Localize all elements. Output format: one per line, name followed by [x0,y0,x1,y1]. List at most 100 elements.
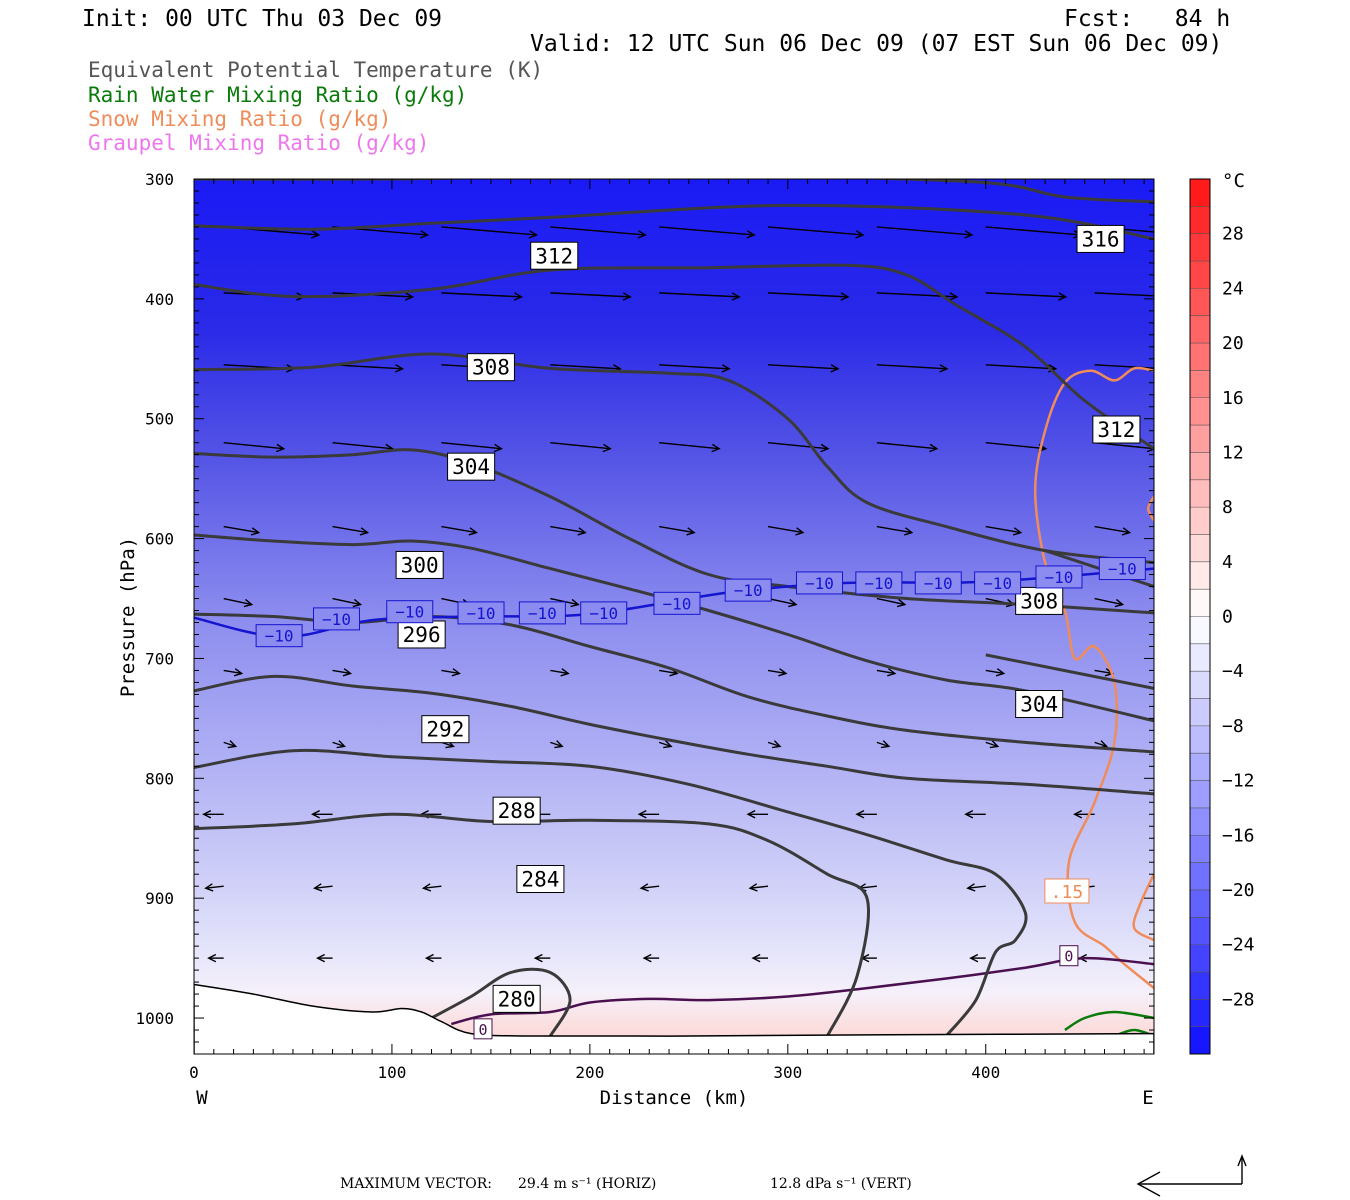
theta-e-label-308: 308 [1020,589,1058,613]
theta-e-label-280-box [492,984,541,1013]
theta-e-label-292: 292 [426,718,464,742]
wind-vector-head [778,668,788,677]
colorbar-segment [1190,288,1210,317]
isotherm-label-box [386,600,434,624]
wind-vector [205,885,224,889]
theta-e-label-284: 284 [521,868,559,892]
isotherm-label-box [1035,565,1083,589]
wind-vector [876,442,937,450]
colorbar-segment [1190,507,1210,535]
colorbar-segment [1190,479,1210,508]
wind-vector [659,669,678,675]
y-tick-label: 500 [145,410,174,429]
colorbar-segment [1190,725,1210,754]
wind-vector-head [788,598,798,608]
colorbar-tick-label: 28 [1222,224,1244,245]
theta-e-label-296: 296 [403,623,441,647]
theta-e-contour-280 [430,967,572,1037]
isotherm-label-box [795,571,843,595]
wind-vector-head [949,292,959,301]
colorbar-segment [1190,397,1210,426]
wind-vector [550,741,563,748]
wind-vector-head [840,292,850,301]
y-tick-label: 900 [145,889,174,908]
isotherm-label-box [313,607,361,631]
legend-snow: Snow Mixing Ratio (g/kg) [88,107,392,131]
wind-vector [1094,364,1154,369]
wind-vector [223,741,236,748]
theta-e-contour-284 [194,812,870,1037]
wind-vector [441,226,537,236]
wind-vector-head [820,443,830,453]
zero-label: 0 [1064,948,1073,966]
theta-e-label-308: 308 [472,356,510,380]
isotherm-label-box [855,571,903,595]
theta-e-label-280: 280 [498,987,536,1011]
wind-vector-head [746,230,756,239]
wind-vector [985,741,998,748]
wind-vector [441,669,460,675]
colorbar-tick-label: 24 [1222,278,1244,299]
wind-vector-head [394,364,405,373]
wind-vector-head [721,364,731,373]
x-tick-label: 300 [773,1063,802,1082]
colorbar-segment [1190,261,1210,289]
isotherm-label-box [580,601,628,625]
wind-vector [876,226,972,236]
theta-e-label-288: 288 [498,799,536,823]
wind-vector [1094,597,1123,606]
wind-vector [659,442,720,450]
wind-vector [423,885,442,889]
colorbar-frame [1189,178,1211,1055]
axis-ticks: 300 400 500 600 700 800 900 1000 0 100 200 300 400 [135,170,1154,1082]
wind-vector-head [424,953,434,963]
max-vector-vert: 12.8 dPa s⁻¹ (VERT) [770,1176,912,1192]
colorbar-segment [1190,835,1210,864]
wind-vector [967,885,986,889]
x-tick-label: 100 [377,1063,406,1082]
colorbar-unit: °C [1222,170,1245,192]
wind-vector-head [855,810,865,819]
y-axis-label: Pressure (hPa) [117,537,139,697]
wind-vector-head [642,953,652,963]
isotherm-label: −10 [322,610,351,629]
wind-vector-head [468,527,478,536]
wind-vector-head [275,443,286,453]
isotherm-label: −10 [395,603,424,622]
colorbar-tick-label: 16 [1222,388,1244,409]
wind-vector [985,226,1081,236]
wind-vector-head [204,883,214,892]
wind-vector [985,364,1056,370]
wind-vector [767,226,864,236]
wind-vector [332,525,368,534]
colorbar-segment [1190,917,1210,946]
wind-vector-head [493,443,503,453]
colorbar-tick-label: 8 [1222,497,1233,518]
colorbar-segment [1190,534,1210,563]
colorbar-segment [1190,862,1210,891]
valid-time: Valid: 12 UTC Sun 06 Dec 09 (07 EST Sun … [530,31,1223,57]
snow-contour-line [1132,873,1154,942]
theta-e-contour-288 [194,748,1028,1037]
wind-vector-head [637,810,647,819]
colorbar-segment [1190,343,1210,371]
wind-vector-head [513,292,523,301]
wind-vector-head [227,740,238,749]
wind-vector [876,597,906,606]
wind-vector-head [316,953,326,963]
x-tick-label: 0 [189,1063,199,1082]
wind-vector-head [1182,231,1189,238]
wind-vector-head [421,883,432,892]
wind-vector [550,525,586,534]
isotherm-label: −10 [663,594,692,613]
colorbar-segment [1190,206,1210,235]
wind-vector-head [250,527,261,536]
init-time: Init: 00 UTC Thu 03 Dec 09 [82,6,443,32]
wind-vector-head [995,668,1006,677]
max-vector-arrows [1136,1154,1247,1197]
theta-e-contour-304 [194,448,1154,615]
theta-e-contour-312 [194,263,1154,450]
wind-vector [767,669,787,675]
theta-e-contour-300 [194,533,1154,723]
wind-vector [767,364,839,370]
